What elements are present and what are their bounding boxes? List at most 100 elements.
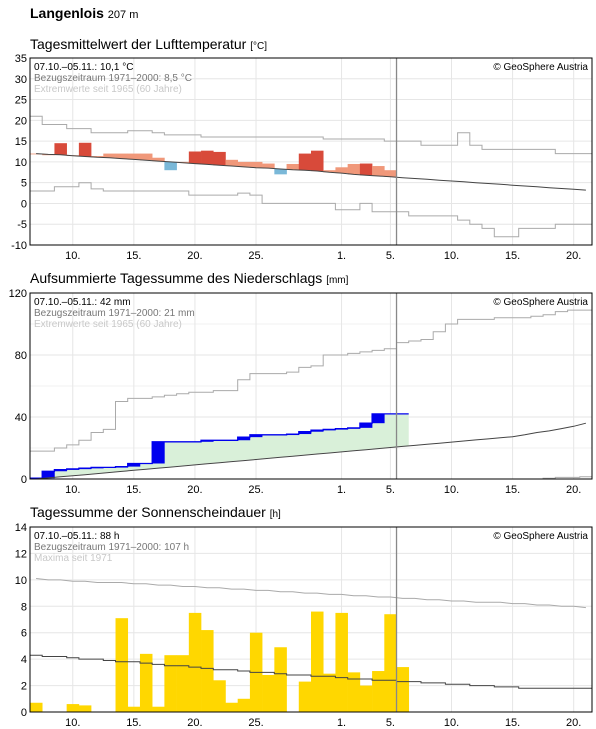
sunshine-bar — [311, 611, 324, 712]
sunshine-bar — [127, 706, 141, 712]
temperature-anomaly-bar — [262, 163, 275, 169]
precipitation-daily-bar — [298, 431, 312, 435]
sunshine-panel-title: Tagessumme der Sonnenscheindauer [h] — [30, 504, 281, 520]
x-tick-label: 20. — [566, 484, 581, 496]
x-tick-label: 25. — [248, 484, 263, 496]
y-tick-label: 120 — [9, 288, 27, 300]
max-envelope-line — [30, 115, 592, 155]
temperature-anomaly-bar — [91, 156, 104, 158]
plot-frame — [29, 526, 593, 713]
precipitation-daily-bar — [249, 434, 263, 438]
credit-label: © GeoSphere Austria — [493, 62, 588, 73]
station-name: Langenlois — [30, 5, 104, 21]
y-tick-label: -5 — [17, 219, 27, 231]
plot-frame — [29, 292, 593, 480]
sunshine-bar — [384, 614, 397, 712]
precipitation-daily-bar — [127, 463, 141, 467]
temperature-unit: [°C] — [250, 41, 267, 52]
y-tick-label: 5 — [21, 178, 27, 190]
y-tick-label: 10 — [15, 575, 27, 587]
normal-cumulative-line — [36, 422, 587, 480]
temperature-anomaly-bar — [103, 153, 116, 158]
precipitation-daily-bar — [152, 441, 165, 464]
temperature-anomaly-bar — [249, 161, 263, 168]
x-tick-label: 15. — [126, 250, 141, 262]
sunshine-title-text: Tagessumme der Sonnenscheindauer — [30, 504, 266, 520]
y-tick-label: 12 — [15, 548, 27, 560]
sunshine-bar — [152, 706, 165, 712]
sunshine-bar — [274, 647, 287, 712]
y-tick-label: 0 — [21, 707, 27, 719]
precipitation-daily-bar — [372, 413, 385, 424]
temperature-anomaly-bar — [372, 166, 385, 177]
y-tick-label: 80 — [15, 350, 27, 362]
x-tick-label: 25. — [248, 717, 263, 729]
temperature-anomaly-bar — [201, 150, 214, 165]
y-tick-label: 0 — [21, 474, 27, 486]
summary-line: 07.10.–05.11.: 88 h — [34, 531, 119, 542]
temperature-anomaly-bar — [311, 150, 324, 172]
station-altitude: 207 m — [107, 9, 139, 21]
x-tick-label: 15. — [126, 484, 141, 496]
reference-line: Bezugszeitraum 1971–2000: 107 h — [34, 542, 189, 553]
precipitation-title-text: Aufsummierte Tagessumme des Niederschlag… — [30, 270, 323, 286]
x-tick-label: 10. — [444, 717, 459, 729]
x-tick-label: 1. — [337, 717, 346, 729]
sunshine-bar — [139, 653, 153, 712]
y-tick-label: -10 — [11, 240, 27, 252]
sunshine-bar — [78, 705, 92, 712]
temperature-anomaly-bar — [164, 161, 177, 171]
observed-cumulative-line — [30, 413, 409, 479]
normal-temperature-line — [36, 153, 586, 191]
sunshine-bar — [201, 630, 214, 712]
x-tick-label: 5. — [386, 250, 395, 262]
x-tick-label: 20. — [187, 484, 202, 496]
x-tick-label: 5. — [386, 717, 395, 729]
x-tick-label: 15. — [505, 717, 520, 729]
temperature-anomaly-bar — [127, 153, 141, 160]
temperature-title-text: Tagesmittelwert der Lufttemperatur — [30, 36, 247, 52]
extremes-line: Extremwerte seit 1965 (60 Jahre) — [34, 319, 182, 330]
normal-sunshine-line — [30, 654, 592, 689]
sunshine-bar — [164, 655, 177, 712]
x-tick-label: 20. — [187, 250, 202, 262]
sunshine-bar — [115, 618, 129, 712]
y-tick-label: 14 — [15, 522, 27, 534]
summary-line: 07.10.–05.11.: 10,1 °C — [34, 62, 133, 73]
temperature-anomaly-bar — [323, 170, 336, 173]
precipitation-daily-bar — [237, 437, 251, 441]
x-tick-label: 20. — [187, 717, 202, 729]
credit-label: © GeoSphere Austria — [493, 531, 588, 542]
reference-line: Bezugszeitraum 1971–2000: 8,5 °C — [34, 73, 192, 84]
plot-frame — [29, 57, 593, 246]
temperature-anomaly-bar — [335, 167, 348, 174]
temperature-anomaly-bar — [298, 153, 312, 171]
y-tick-label: 40 — [15, 412, 27, 424]
sunshine-bar — [262, 675, 275, 712]
x-tick-label: 1. — [337, 484, 346, 496]
temperature-anomaly-bar — [347, 163, 361, 175]
x-tick-label: 10. — [65, 717, 80, 729]
sunshine-unit: [h] — [269, 509, 281, 520]
reference-line: Bezugszeitraum 1971–2000: 21 mm — [34, 308, 195, 319]
temperature-anomaly-bar — [213, 151, 226, 166]
sunshine-bar — [213, 680, 226, 712]
precipitation-daily-bar — [359, 423, 373, 428]
x-tick-label: 10. — [444, 484, 459, 496]
y-tick-label: 30 — [15, 74, 27, 86]
precipitation-daily-bar — [42, 471, 55, 479]
sunshine-bar — [359, 685, 373, 712]
x-tick-label: 20. — [566, 250, 581, 262]
precipitation-excess-area — [30, 413, 409, 479]
sunshine-bar — [237, 698, 251, 712]
temperature-anomaly-bar — [225, 159, 238, 167]
temperature-anomaly-bar — [54, 143, 67, 155]
sunshine-bar — [176, 655, 190, 712]
precipitation-unit: [mm] — [326, 275, 349, 286]
y-tick-label: 35 — [15, 53, 27, 65]
sunshine-bar — [335, 612, 348, 712]
extremes-line: Maxima seit 1971 — [34, 553, 113, 564]
x-tick-label: 10. — [65, 484, 80, 496]
sunshine-bar — [30, 702, 43, 712]
